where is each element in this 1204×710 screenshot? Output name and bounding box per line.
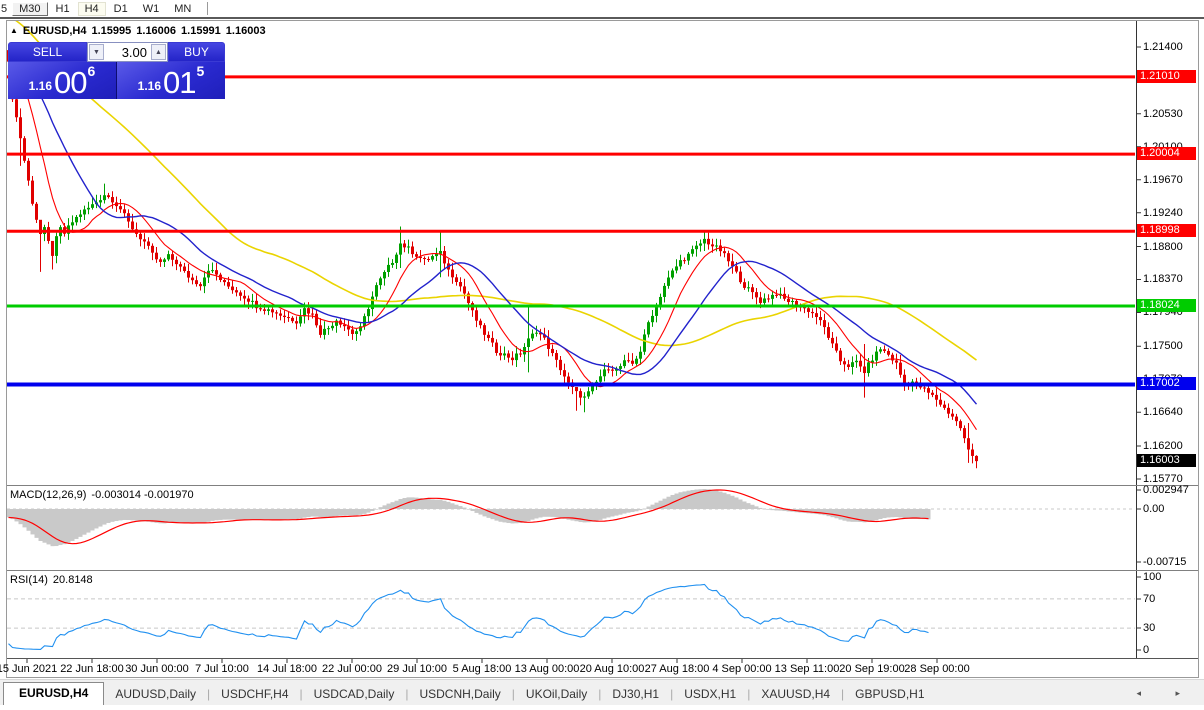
price-line-label: 1.20004 — [1137, 147, 1196, 160]
macd-name: MACD(12,26,9) — [10, 489, 87, 501]
time-axis-label: 5 Aug 18:00 — [452, 663, 512, 675]
one-click-trading-panel: SELL ▼ ▲ BUY 1.16 00 6 1.16 01 5 — [8, 42, 225, 99]
chart-tabbar: EURUSD,H4 AUDUSD,Daily | USDCHF,H4 | USDCAD,D… — [0, 679, 1204, 705]
buy-price-prefix: 1.16 — [137, 79, 162, 93]
macd-scale-label: -0.00715 — [1143, 556, 1187, 568]
close-value: 1.16003 — [225, 25, 266, 37]
buy-button[interactable]: BUY — [168, 42, 225, 62]
rsi-scale-label: 100 — [1143, 571, 1162, 583]
sell-price-display[interactable]: 1.16 00 6 — [8, 62, 116, 99]
current-price-label: 1.16003 — [1137, 454, 1196, 467]
time-axis-label: 27 Aug 18:00 — [644, 663, 710, 675]
chart-tab-usdchf[interactable]: USDCHF,H4 — [221, 687, 289, 701]
chart-tab-usdcnh[interactable]: USDCNH,Daily — [419, 687, 501, 701]
time-axis-label: 30 Jun 00:00 — [125, 663, 189, 675]
rsi-value: 20.8148 — [52, 574, 93, 586]
rsi-name: RSI(14) — [10, 574, 48, 586]
volume-spinner: ▼ ▲ — [87, 42, 168, 62]
buy-price-pipette: 5 — [196, 63, 205, 79]
macd-scale-label: 0.00 — [1143, 503, 1165, 515]
tab-divider: | — [207, 687, 211, 701]
time-axis-label: 22 Jul 00:00 — [322, 663, 382, 675]
sell-price-prefix: 1.16 — [28, 79, 53, 93]
price-axis-label: 1.18800 — [1143, 241, 1183, 253]
tab-divider: | — [598, 687, 602, 701]
high-value: 1.16006 — [136, 25, 177, 37]
toolbar-separator — [207, 2, 211, 15]
timeframe-button-m30[interactable]: M30 — [12, 1, 48, 16]
sell-button[interactable]: SELL — [8, 42, 87, 62]
timeframe-button-w1[interactable]: W1 — [142, 2, 160, 15]
price-axis-label: 1.16200 — [1143, 440, 1183, 452]
price-line-label: 1.18998 — [1137, 224, 1196, 237]
chart-tab-dj30[interactable]: DJ30,H1 — [612, 687, 660, 701]
timeframe-button-5[interactable]: 5 — [1, 2, 8, 15]
low-value: 1.15991 — [181, 25, 221, 37]
time-axis-label: 20 Aug 10:00 — [579, 663, 645, 675]
time-axis-label: 14 Jul 18:00 — [257, 663, 317, 675]
open-value: 1.15995 — [91, 25, 132, 37]
volume-decrease-button[interactable]: ▼ — [89, 44, 104, 60]
macd-title: MACD(12,26,9) -0.003014 -0.001970 — [10, 489, 194, 501]
price-axis-label: 1.20530 — [1143, 108, 1183, 120]
time-axis-label: 4 Sep 00:00 — [712, 663, 772, 675]
rsi-scale-label: 0 — [1143, 644, 1150, 656]
rsi-scale-label: 30 — [1143, 622, 1156, 634]
chart-tab-audusd[interactable]: AUDUSD,Daily — [115, 687, 197, 701]
tab-divider: | — [511, 687, 515, 701]
chart-tab-usdcad[interactable]: USDCAD,Daily — [313, 687, 395, 701]
price-axis-label: 1.16640 — [1143, 406, 1183, 418]
price-axis-label: 1.19670 — [1143, 174, 1183, 186]
timeframe-button-h4[interactable]: H4 — [77, 1, 106, 16]
price-line-label: 1.21010 — [1137, 70, 1196, 83]
price-axis-label: 1.17500 — [1143, 340, 1183, 352]
tab-divider: | — [405, 687, 409, 701]
sell-price-big: 00 — [54, 65, 87, 100]
chart-tab-gbpusd[interactable]: GBPUSD,H1 — [855, 687, 925, 701]
chart-tab-usdx[interactable]: USDX,H1 — [684, 687, 737, 701]
time-axis-label: 15 Jun 2021 — [0, 663, 58, 675]
price-line-label: 1.18024 — [1137, 299, 1196, 312]
time-axis-label: 20 Sep 19:00 — [839, 663, 905, 675]
buy-price-big: 01 — [163, 65, 196, 100]
time-axis-label: 22 Jun 18:00 — [60, 663, 124, 675]
tab-divider: | — [670, 687, 674, 701]
chart-tab-xauusd[interactable]: XAUUSD,H4 — [761, 687, 831, 701]
price-axis-label: 1.19240 — [1143, 207, 1183, 219]
time-axis-label: 28 Sep 00:00 — [904, 663, 970, 675]
tab-divider: | — [841, 687, 845, 701]
price-axis-label: 1.21400 — [1143, 41, 1183, 53]
chart-tab-eurusd[interactable]: EURUSD,H4 — [3, 682, 105, 705]
timeframe-toolbar: 5 M30 H1 H4 D1 W1 MN — [0, 0, 1204, 19]
timeframe-button-mn[interactable]: MN — [174, 2, 192, 15]
time-axis-label: 13 Sep 11:00 — [774, 663, 840, 675]
price-axis-label: 1.18370 — [1143, 273, 1183, 285]
price-axis-label: 1.15770 — [1143, 473, 1183, 485]
time-axis-label: 13 Aug 00:00 — [514, 663, 580, 675]
tab-scroll-arrows[interactable]: ◂ ▸ — [1136, 688, 1196, 698]
time-axis-label: 7 Jul 10:00 — [195, 663, 249, 675]
rsi-title: RSI(14) 20.8148 — [10, 574, 93, 586]
rsi-scale-label: 70 — [1143, 593, 1156, 605]
tab-divider: | — [747, 687, 751, 701]
price-line-label: 1.17002 — [1137, 377, 1196, 390]
symbol-period-label: EURUSD,H4 — [22, 25, 87, 37]
time-axis-label: 29 Jul 10:00 — [387, 663, 447, 675]
sell-price-pipette: 6 — [87, 63, 96, 79]
collapse-icon[interactable]: ▲ — [10, 25, 18, 35]
timeframe-button-h1[interactable]: H1 — [55, 2, 70, 15]
macd-values: -0.003014 -0.001970 — [91, 489, 194, 501]
chart-tab-ukoil[interactable]: UKOil,Daily — [525, 687, 588, 701]
volume-increase-button[interactable]: ▲ — [151, 44, 166, 60]
volume-input[interactable] — [105, 43, 150, 61]
timeframe-button-d1[interactable]: D1 — [113, 2, 128, 15]
tab-divider: | — [299, 687, 303, 701]
chart-ohlc-header: ▲ EURUSD,H4 1.15995 1.16006 1.15991 1.16… — [10, 25, 266, 37]
buy-price-display[interactable]: 1.16 01 5 — [117, 62, 225, 99]
macd-scale-label: 0.002947 — [1143, 484, 1189, 496]
